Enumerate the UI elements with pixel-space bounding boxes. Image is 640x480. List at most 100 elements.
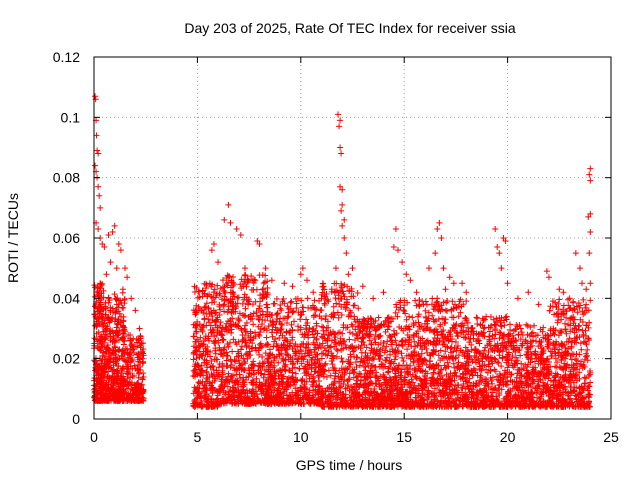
- data-point: [208, 358, 215, 365]
- data-point: [105, 397, 112, 404]
- data-point: [241, 358, 248, 365]
- data-point: [216, 373, 223, 380]
- data-point: [319, 323, 325, 330]
- data-point: [100, 287, 107, 294]
- data-point: [94, 308, 101, 315]
- data-point: [197, 351, 204, 358]
- data-point: [208, 283, 215, 290]
- data-point: [242, 322, 249, 329]
- data-point: [581, 374, 588, 381]
- data-point: [274, 310, 281, 317]
- data-point: [354, 373, 361, 380]
- data-point: [203, 300, 210, 307]
- data-point: [213, 367, 220, 374]
- data-point: [259, 353, 266, 360]
- data-point: [122, 389, 129, 396]
- data-point: [192, 307, 199, 314]
- data-point: [318, 306, 325, 313]
- data-point: [265, 323, 272, 330]
- data-point: [203, 369, 210, 376]
- data-point: [192, 400, 199, 407]
- data-point: [131, 362, 138, 369]
- data-point: [206, 337, 213, 344]
- data-point: [243, 283, 250, 290]
- data-point: [224, 341, 231, 348]
- data-point: [202, 285, 209, 292]
- data-point: [130, 372, 137, 379]
- data-point: [134, 365, 141, 372]
- data-point: [191, 398, 198, 405]
- data-point: [114, 295, 121, 302]
- data-point: [469, 325, 476, 332]
- data-point: [208, 399, 215, 406]
- data-point: [194, 294, 201, 301]
- data-point: [498, 323, 505, 330]
- data-point: [95, 305, 102, 312]
- data-point: [112, 308, 119, 315]
- data-point: [205, 316, 212, 323]
- data-point: [507, 321, 514, 328]
- data-point: [193, 401, 200, 408]
- data-point: [107, 304, 114, 311]
- data-point: [97, 387, 104, 394]
- data-point: [126, 379, 133, 386]
- data-point: [214, 356, 221, 363]
- data-point: [204, 402, 211, 409]
- data-point: [192, 361, 199, 368]
- data-point: [346, 336, 353, 343]
- data-point: [220, 336, 227, 343]
- data-point: [101, 369, 108, 376]
- data-point: [190, 356, 197, 363]
- data-point: [203, 282, 210, 289]
- data-point: [206, 374, 213, 381]
- data-point: [97, 347, 104, 354]
- data-point: [102, 299, 109, 306]
- data-point: [101, 363, 108, 370]
- data-point: [214, 282, 221, 289]
- data-point: [193, 302, 200, 309]
- data-point: [114, 332, 121, 339]
- data-point: [256, 332, 263, 339]
- data-point: [238, 285, 245, 292]
- data-point: [102, 335, 109, 342]
- data-point: [124, 378, 131, 385]
- data-point: [219, 336, 226, 343]
- data-point: [139, 376, 146, 383]
- data-point: [140, 350, 147, 357]
- data-point: [139, 349, 146, 356]
- data-point: [260, 280, 267, 287]
- data-point: [201, 359, 208, 366]
- data-point: [124, 354, 131, 361]
- data-point: [416, 297, 423, 304]
- data-point: [199, 324, 206, 331]
- data-point: [208, 363, 215, 370]
- data-point: [202, 303, 209, 310]
- data-point: [273, 311, 280, 318]
- data-point: [127, 396, 134, 403]
- data-point: [116, 347, 123, 354]
- data-point: [102, 336, 109, 343]
- data-point: [112, 354, 119, 361]
- data-point: [135, 381, 142, 388]
- data-point: [227, 323, 234, 330]
- chart-title: Day 203 of 2025, Rate Of TEC Index for r…: [184, 20, 515, 36]
- data-point: [98, 341, 105, 348]
- data-point: [120, 364, 127, 371]
- data-point: [283, 328, 290, 335]
- data-point: [248, 286, 255, 293]
- data-point: [332, 334, 339, 341]
- data-point: [531, 322, 538, 329]
- data-point: [229, 348, 236, 355]
- data-point: [429, 295, 436, 302]
- data-point: [123, 358, 130, 365]
- data-point: [193, 284, 200, 291]
- data-point: [193, 309, 200, 316]
- data-point: [124, 361, 131, 368]
- data-point: [354, 289, 361, 296]
- data-point: [216, 290, 223, 297]
- data-point: [221, 344, 228, 351]
- data-point: [216, 311, 223, 318]
- data-point: [404, 346, 411, 353]
- data-point: [197, 343, 204, 350]
- data-point: [139, 396, 146, 403]
